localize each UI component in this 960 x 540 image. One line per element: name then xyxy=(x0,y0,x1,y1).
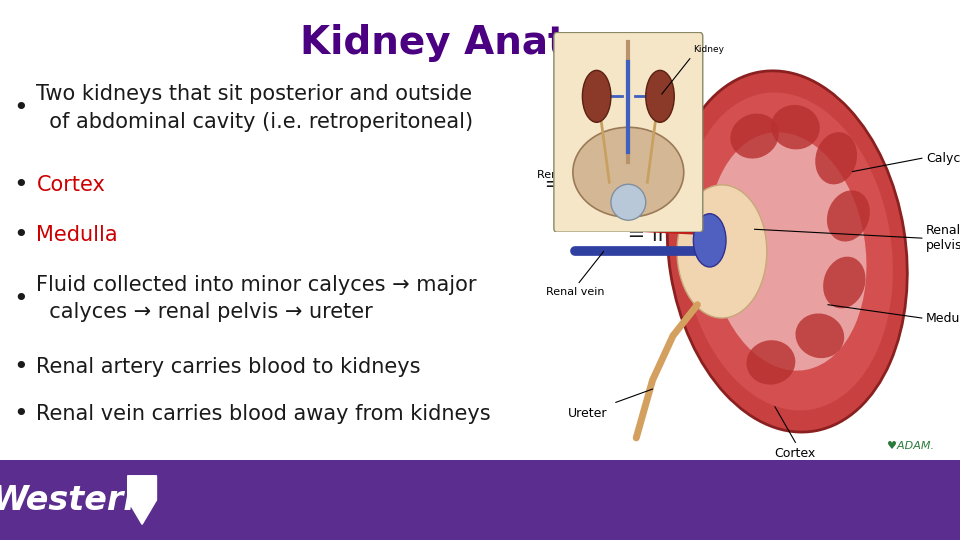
Text: = outer portion: = outer portion xyxy=(538,175,705,195)
Ellipse shape xyxy=(667,71,907,432)
Text: •: • xyxy=(13,355,29,379)
Text: ♥ADAM.: ♥ADAM. xyxy=(887,441,934,451)
Text: Western: Western xyxy=(0,483,147,517)
FancyBboxPatch shape xyxy=(554,32,703,232)
Ellipse shape xyxy=(731,113,779,159)
Text: •: • xyxy=(13,402,29,426)
Text: Calyces: Calyces xyxy=(925,152,960,165)
Ellipse shape xyxy=(682,92,893,410)
Text: = inner portion: = inner portion xyxy=(621,225,787,245)
Text: Renal
pelvis: Renal pelvis xyxy=(925,224,960,252)
Ellipse shape xyxy=(747,340,795,384)
Ellipse shape xyxy=(815,132,857,184)
Ellipse shape xyxy=(693,214,726,267)
FancyBboxPatch shape xyxy=(0,460,960,540)
Text: Medulla: Medulla xyxy=(36,225,118,245)
Ellipse shape xyxy=(796,313,844,358)
Text: •: • xyxy=(13,287,29,310)
Text: Kidney Anatomy: Kidney Anatomy xyxy=(300,24,660,62)
Text: Fluid collected into minor calyces → major
  calyces → renal pelvis → ureter: Fluid collected into minor calyces → maj… xyxy=(36,275,477,322)
Ellipse shape xyxy=(677,185,767,318)
Text: •: • xyxy=(13,173,29,197)
Text: Medulla: Medulla xyxy=(925,312,960,325)
Text: •: • xyxy=(13,223,29,247)
Ellipse shape xyxy=(771,105,820,150)
Ellipse shape xyxy=(823,256,866,308)
Ellipse shape xyxy=(827,191,870,241)
Text: Kidney: Kidney xyxy=(693,45,724,55)
Ellipse shape xyxy=(611,184,646,220)
Text: Renal vein: Renal vein xyxy=(546,287,604,297)
Ellipse shape xyxy=(646,70,674,122)
Text: Two kidneys that sit posterior and outside
  of abdominal cavity (i.e. retroperi: Two kidneys that sit posterior and outsi… xyxy=(36,84,473,132)
PathPatch shape xyxy=(128,476,156,524)
Text: Renal vein carries blood away from kidneys: Renal vein carries blood away from kidne… xyxy=(36,404,492,424)
Ellipse shape xyxy=(708,132,867,370)
Text: Renal artery: Renal artery xyxy=(537,171,606,180)
Text: Cortex: Cortex xyxy=(36,175,106,195)
Ellipse shape xyxy=(573,127,684,217)
Text: Cortex: Cortex xyxy=(775,447,816,460)
Text: Ureter: Ureter xyxy=(568,407,608,420)
Ellipse shape xyxy=(583,70,611,122)
Text: Renal artery carries blood to kidneys: Renal artery carries blood to kidneys xyxy=(36,357,421,377)
Text: •: • xyxy=(13,96,29,120)
